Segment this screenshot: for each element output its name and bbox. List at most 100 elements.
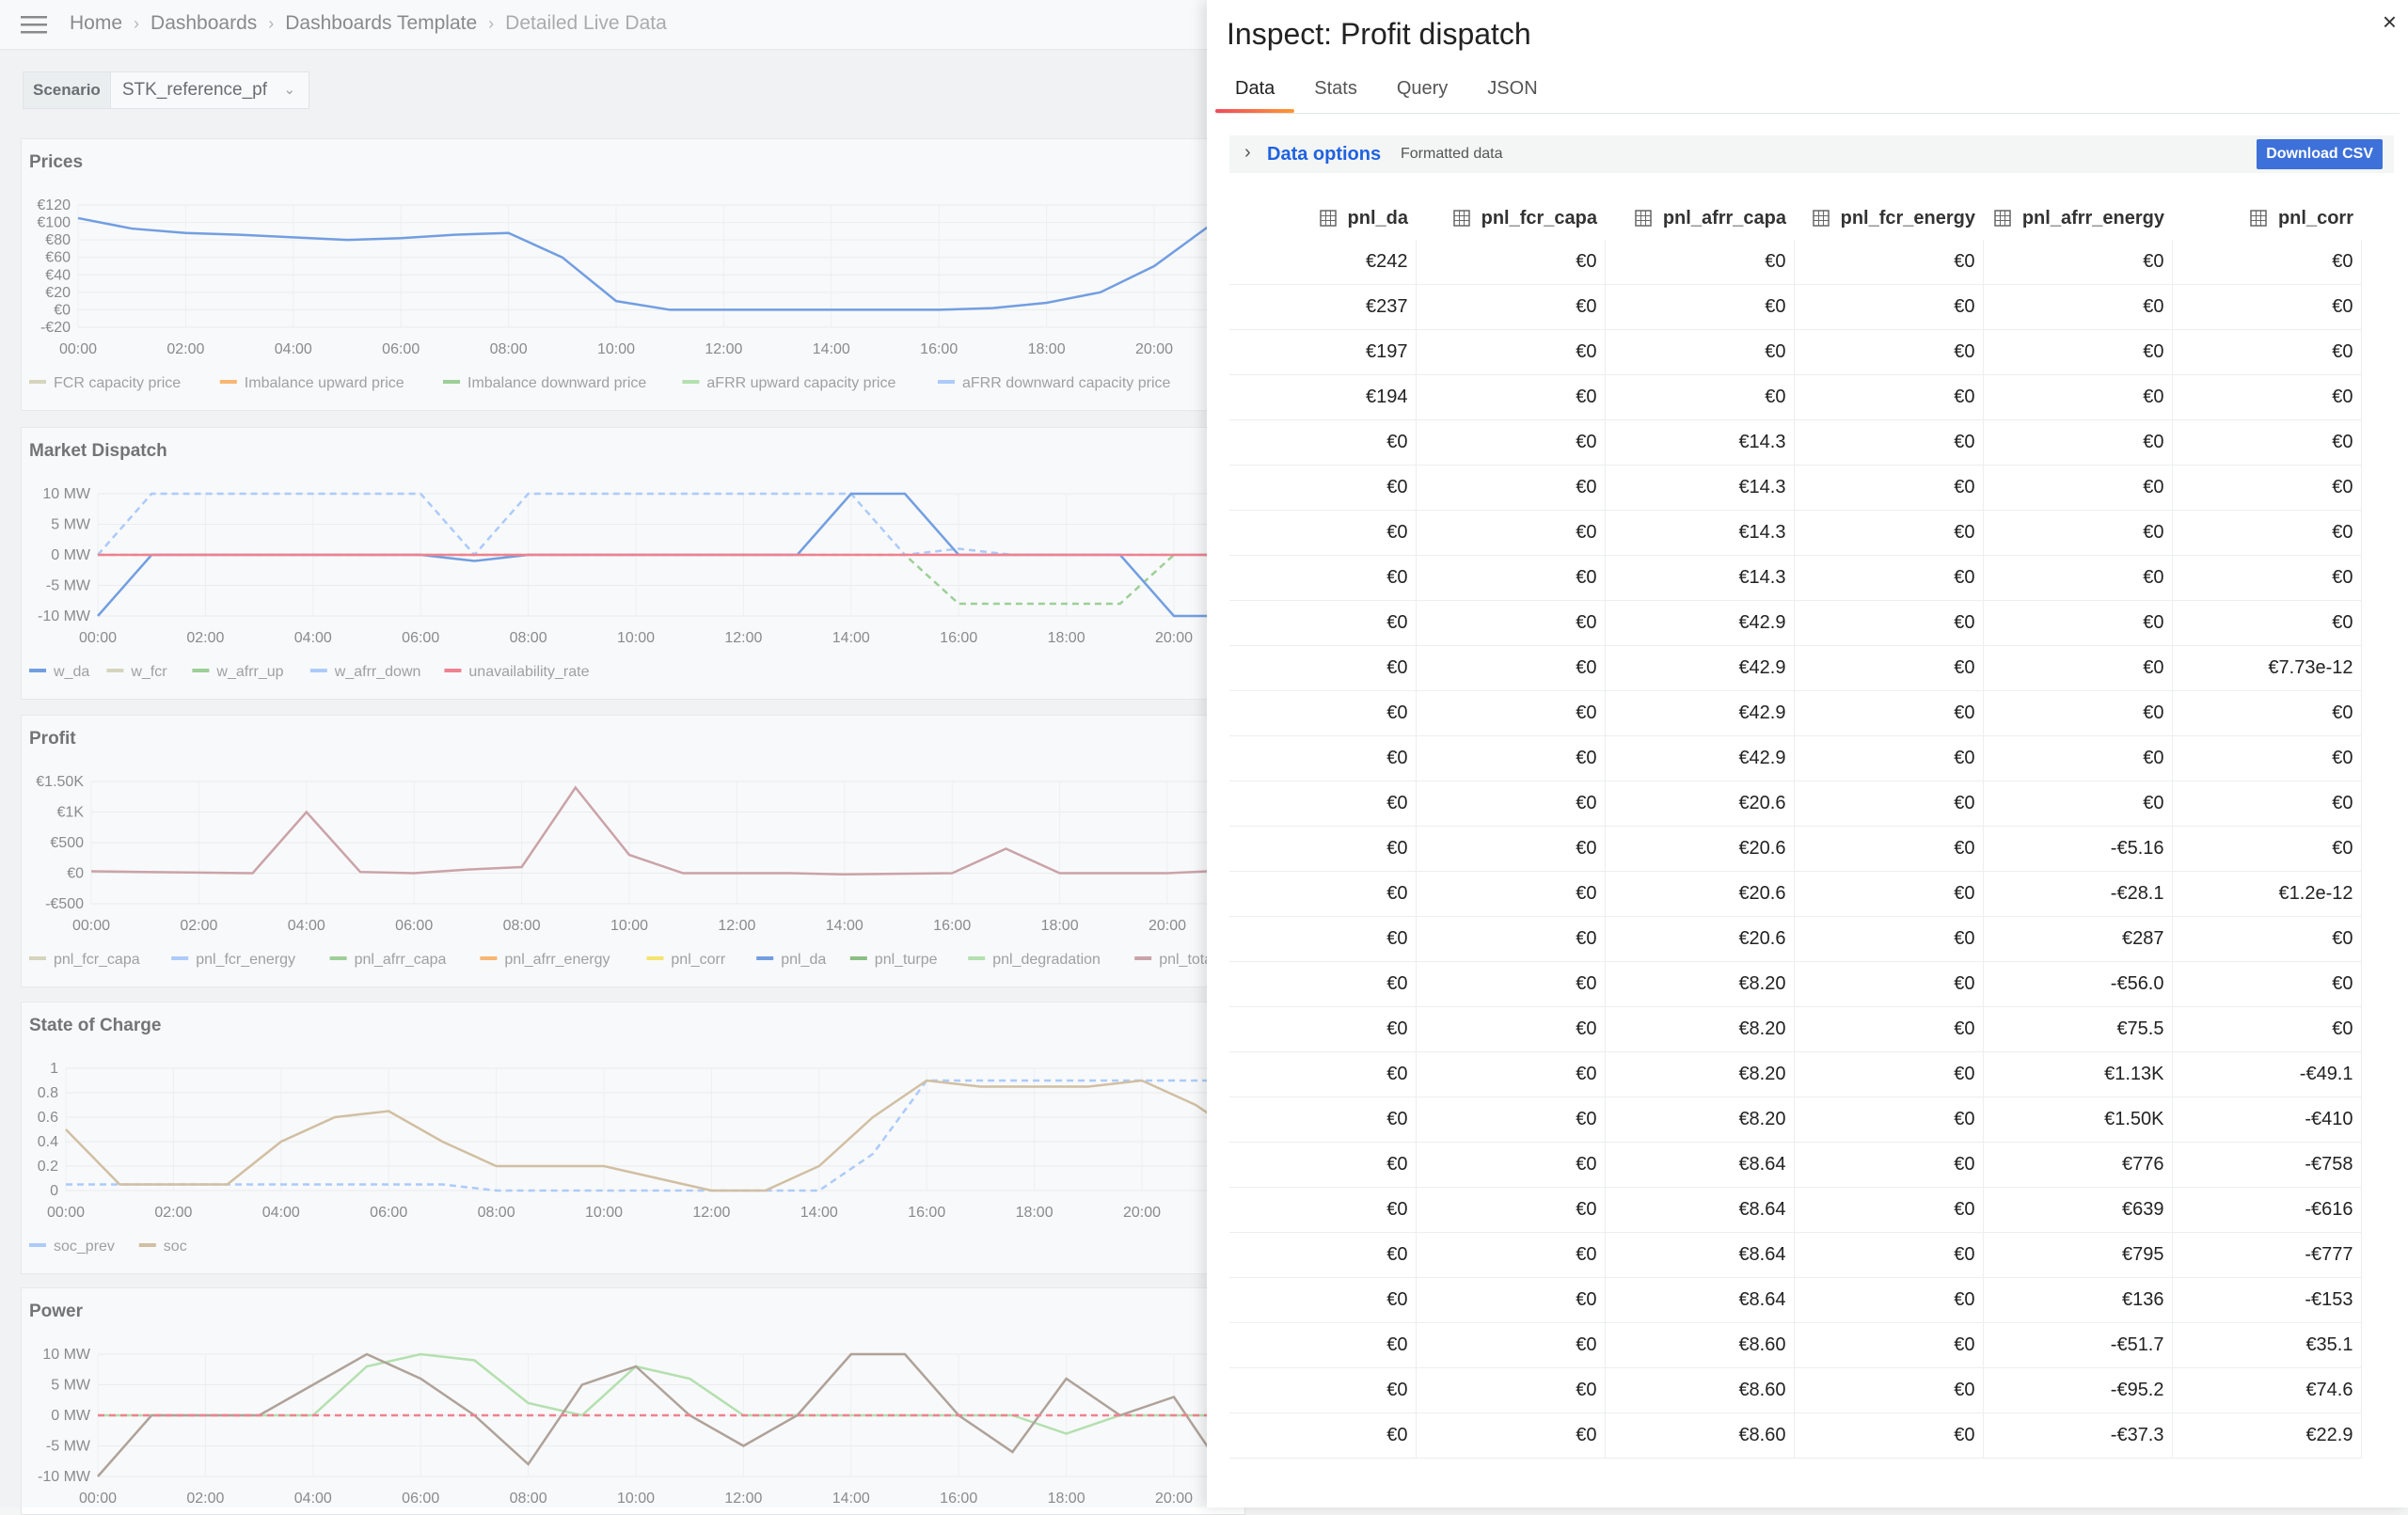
cell: €20.6 <box>1605 871 1795 917</box>
legend-label[interactable]: FCR capacity price <box>54 375 181 391</box>
breadcrumb[interactable]: Dashboards Template <box>285 12 478 34</box>
cell: -€758 <box>2172 1142 2362 1188</box>
download-csv-button[interactable]: Download CSV <box>2257 139 2383 169</box>
cell: €0 <box>1794 1277 1984 1323</box>
cell: €0 <box>2172 374 2362 420</box>
backdrop[interactable] <box>0 0 1207 1507</box>
panel: Power -10 MW -5 MW 0 MW 5 MW 10 MW 00:00 02:00 0… <box>21 1287 1245 1515</box>
cell: €0 <box>1229 1142 1417 1188</box>
column-header[interactable]: pnl_fcr_energy <box>1794 197 1983 240</box>
column-header[interactable]: pnl_fcr_capa <box>1416 197 1605 240</box>
column-header[interactable]: pnl_corr <box>2172 197 2361 240</box>
close-button[interactable]: × <box>2382 8 2397 36</box>
table-row: €0 €0 €42.9 €0 €0 €0 <box>1229 600 2362 646</box>
legend-label[interactable]: pnl_turpe <box>875 952 938 968</box>
scenario-variable: Scenario STK_reference_pf ⌄ <box>23 71 310 109</box>
panel-title: State of Charge <box>29 1016 161 1035</box>
cell: €0 <box>1416 645 1606 691</box>
cell: -€777 <box>2172 1232 2362 1278</box>
legend-label[interactable]: w_afrr_up <box>215 664 283 680</box>
table-row: €0 €0 €14.3 €0 €0 €0 <box>1229 465 2362 511</box>
legend-label[interactable]: Imbalance upward price <box>245 375 404 391</box>
y-tick-label: -5 MW <box>46 1439 91 1455</box>
x-tick-label: 18:00 <box>1048 1491 1085 1507</box>
cell: €0 <box>1605 329 1795 375</box>
legend-label[interactable]: unavailability_rate <box>468 664 589 680</box>
legend-label[interactable]: w_afrr_down <box>334 664 421 680</box>
series-line <box>65 1079 1244 1192</box>
data-options-toggle[interactable]: Data options <box>1267 144 1382 165</box>
top-bar: Home › Dashboards › Dashboards Template › Deta… <box>0 0 1207 50</box>
panel-chart: Power -10 MW -5 MW 0 MW 5 MW 10 MW 00:00 02:00 0… <box>29 1302 1244 1507</box>
cell: €8.64 <box>1605 1187 1795 1233</box>
legend-label[interactable]: aFRR downward capacity price <box>962 375 1171 391</box>
y-tick-label: -€500 <box>45 896 84 912</box>
y-tick-label: 10 MW <box>42 1347 91 1363</box>
x-tick-label: 00:00 <box>79 630 117 646</box>
cell: €0 <box>1794 1367 1984 1413</box>
legend-label[interactable]: w_da <box>53 664 89 680</box>
cell: €75.5 <box>1983 1006 2173 1052</box>
legend-label[interactable]: pnl_total <box>1159 952 1216 968</box>
series-line <box>66 1079 1244 1192</box>
cell: €42.9 <box>1605 645 1795 691</box>
legend-label[interactable]: w_fcr <box>130 664 167 680</box>
y-tick-label: 10 MW <box>42 486 91 502</box>
legend-label[interactable]: pnl_corr <box>671 952 725 968</box>
breadcrumb[interactable]: Dashboards <box>150 12 258 34</box>
x-tick-label: 08:00 <box>510 1491 547 1507</box>
column-header[interactable]: pnl_da <box>1229 197 1416 240</box>
cell: €0 <box>2172 1006 2362 1052</box>
cell: €0 <box>1794 1232 1984 1278</box>
cell: €0 <box>1416 1187 1606 1233</box>
cell: €0 <box>1983 690 2173 736</box>
table-row: €0 €0 €20.6 €0 -€5.16 €0 <box>1229 826 2362 872</box>
legend-label[interactable]: pnl_da <box>781 952 826 968</box>
x-tick-label: 16:00 <box>920 341 958 357</box>
cell: €42.9 <box>1605 735 1795 781</box>
x-tick-label: 18:00 <box>1028 341 1066 357</box>
x-tick-label: 02:00 <box>186 630 224 646</box>
tab[interactable]: Query <box>1396 78 1449 99</box>
cell: €0 <box>1229 1006 1417 1052</box>
cell: €0 <box>1416 284 1606 330</box>
panel-chart: Profit -€500 €0 €500 €1K €1.50K 00:00 02:00 04:0… <box>29 729 1244 968</box>
legend-label[interactable]: pnl_afrr_energy <box>504 952 610 968</box>
cell: -€5.16 <box>1983 826 2173 872</box>
scenario-select[interactable]: STK_reference_pf ⌄ <box>110 71 310 109</box>
cell: €639 <box>1983 1187 2173 1233</box>
data-table: pnl_da pnl_fcr_capa pnl_afrr_capa pnl_fcr_e… <box>1229 197 2362 1459</box>
legend-label[interactable]: pnl_degradation <box>992 952 1101 968</box>
tab[interactable]: JSON <box>1487 78 1538 99</box>
cell: -€410 <box>2172 1097 2362 1143</box>
tab[interactable]: Stats <box>1314 78 1357 99</box>
cell: €0 <box>1605 284 1795 330</box>
legend-label[interactable]: soc <box>164 1239 187 1255</box>
legend-label[interactable]: pnl_fcr_capa <box>54 952 140 968</box>
breadcrumb[interactable]: Home <box>70 12 123 34</box>
column-header[interactable]: pnl_afrr_energy <box>1983 197 2172 240</box>
chevron[interactable]: › <box>1244 142 1251 163</box>
legend-label[interactable]: soc_prev <box>54 1239 115 1255</box>
legend-label[interactable]: pnl_afrr_capa <box>355 952 447 968</box>
column-name: pnl_fcr_energy <box>1840 208 1975 229</box>
cell: €0 <box>2172 284 2362 330</box>
legend-label[interactable]: aFRR upward capacity price <box>706 375 895 391</box>
cell: €0 <box>1416 555 1606 601</box>
cell: €0 <box>1983 600 2173 646</box>
cell: €0 <box>2172 510 2362 556</box>
cell: €42.9 <box>1605 600 1795 646</box>
column-header[interactable]: pnl_afrr_capa <box>1605 197 1794 240</box>
y-tick-label: 5 MW <box>51 1378 91 1394</box>
cell: €0 <box>1416 510 1606 556</box>
table-row: €0 €0 €20.6 €0 €287 €0 <box>1229 916 2362 962</box>
cell: €0 <box>1229 1232 1417 1278</box>
legend-label[interactable]: pnl_fcr_energy <box>196 952 295 968</box>
legend-label[interactable]: Imbalance downward price <box>467 375 646 391</box>
menu-icon[interactable] <box>21 13 47 36</box>
x-tick-label: 16:00 <box>908 1205 945 1221</box>
tab[interactable]: Data <box>1215 73 1295 113</box>
cell: €0 <box>1416 374 1606 420</box>
cell: €0 <box>1416 871 1606 917</box>
panel-chart: State of Charge 0 0.2 0.4 0.6 0.8 1 00:00 02:00 0… <box>29 1016 1244 1255</box>
